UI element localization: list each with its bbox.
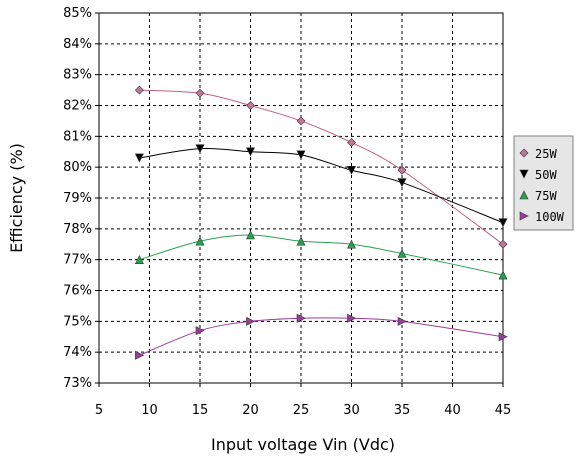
x-tick-label: 45 [495,403,512,418]
data-point-100w [246,316,256,326]
data-point-25w [397,165,407,175]
x-tick-label: 15 [192,403,209,418]
data-point-50w [134,153,144,163]
data-point-75w [397,248,407,258]
data-point-25w [246,101,255,110]
y-tick-label: 81% [63,129,92,144]
data-point-50w [195,144,205,154]
data-point-25w [347,138,356,147]
x-tick-label: 35 [394,403,411,418]
series-50w [134,144,508,228]
data-point-100w [347,313,357,323]
y-tick-label: 85% [63,6,92,21]
data-point-25w [498,239,508,249]
x-tick-label: 20 [242,403,259,418]
y-tick-label: 84% [63,37,92,52]
y-tick-label: 73% [63,376,92,391]
y-tick-label: 74% [63,345,92,360]
series-layer [134,85,508,360]
y-axis-label: Efficiency (%) [7,143,26,253]
y-tick-label: 76% [63,284,92,299]
data-point-25w [134,85,144,95]
x-tick-label: 25 [293,403,310,418]
series-100w [135,313,508,360]
data-point-100w [296,313,306,323]
x-tick-label: 40 [444,403,461,418]
y-tick-label: 79% [63,191,92,206]
x-axis-label: Input voltage Vin (Vdc) [211,435,395,454]
x-tick-label: 30 [343,403,360,418]
legend-label-100w: 100W [535,210,565,224]
data-point-75w [296,236,306,246]
x-tick-label: 5 [95,403,103,418]
legend-marker-75w [519,190,529,200]
data-point-25w [195,88,205,98]
data-point-50w [246,147,255,157]
x-tick-label: 10 [141,403,158,418]
data-point-75w [195,236,205,246]
y-tick-labels: 73% 74% 75% 76% 77% 78% 79% 80% 81% 82% 83% 84% 85% [63,6,99,391]
y-tick-label: 78% [63,222,92,237]
data-point-50w [397,178,407,188]
legend: 25W 50W 75W 100W [513,135,574,231]
data-point-100w [135,350,145,360]
data-point-75w [246,230,255,240]
legend-marker-100w [519,211,529,221]
y-tick-label: 80% [63,160,92,175]
data-point-50w [296,150,306,160]
series-75w [134,230,508,280]
data-point-50w [498,218,508,228]
y-tick-label: 83% [63,68,92,83]
data-point-100w [397,316,407,326]
legend-label-25w: 25W [535,147,557,161]
data-point-25w [296,116,306,126]
y-tick-label: 77% [63,253,92,268]
legend-label-75w: 75W [535,189,557,203]
data-point-75w [498,270,508,280]
data-point-50w [347,165,356,175]
data-point-75w [347,239,356,249]
legend-label-50w: 50W [535,168,557,182]
data-point-100w [195,326,205,336]
legend-marker-25w [519,148,529,158]
data-point-100w [498,332,508,342]
legend-marker-50w [519,169,529,179]
y-tick-label: 82% [63,99,92,114]
y-tick-label: 75% [63,314,92,329]
x-tick-labels: 5 10 15 20 25 30 35 40 45 [95,383,511,418]
series-25w [134,85,508,249]
data-point-75w [134,254,144,264]
